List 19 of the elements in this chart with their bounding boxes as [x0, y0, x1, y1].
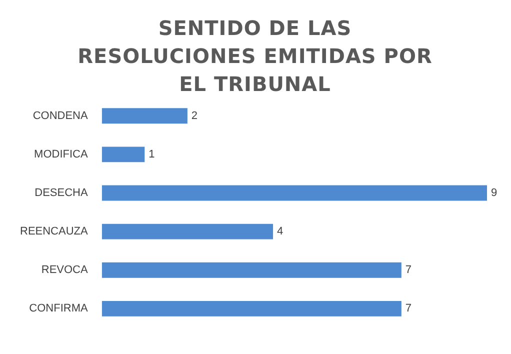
- bar: [102, 262, 402, 278]
- y-tick-label: CONDENA: [32, 110, 88, 122]
- y-tick-label: CONFIRMA: [29, 302, 88, 315]
- bar: [102, 108, 188, 124]
- data-label: 7: [405, 264, 412, 276]
- y-tick-label: DESECHA: [34, 187, 88, 200]
- data-label: 7: [405, 302, 412, 315]
- data-label: 9: [491, 187, 498, 200]
- bar: [102, 185, 487, 201]
- chart-title: SENTIDO DE LAS RESOLUCIONES EMITIDAS POR EL TRIBUNAL: [76, 15, 434, 98]
- bar: [102, 146, 145, 162]
- y-tick-label: REENCAUZA: [20, 226, 89, 238]
- y-tick-label: MODIFICA: [34, 148, 88, 160]
- data-label: 2: [191, 110, 198, 122]
- bar: [102, 224, 274, 240]
- data-label: 4: [277, 226, 284, 238]
- y-tick-label: REVOCA: [41, 264, 88, 276]
- bar: [102, 301, 402, 316]
- data-label: 1: [148, 148, 155, 160]
